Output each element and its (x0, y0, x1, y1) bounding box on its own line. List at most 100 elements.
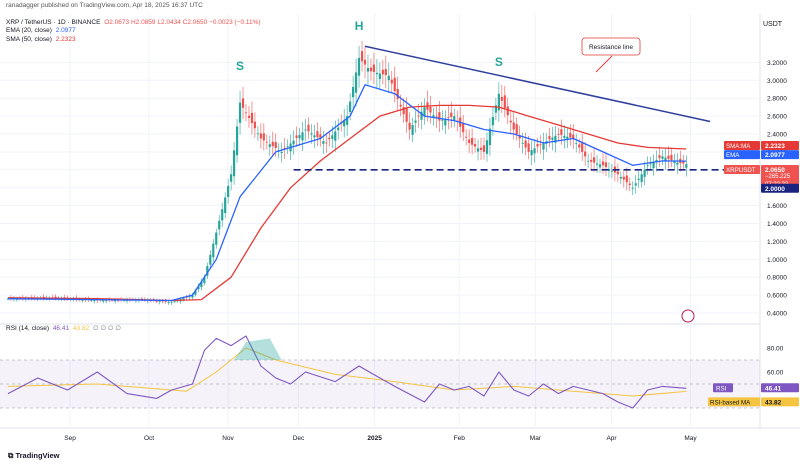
candle-body (375, 72, 378, 75)
moving-averages (7, 45, 760, 302)
candle-body (354, 72, 358, 93)
candle-body (631, 187, 634, 189)
candle-body (652, 161, 655, 169)
rsi-badge-label: RSI (716, 385, 727, 392)
candle-body (551, 137, 554, 140)
time-tick-label: Oct (144, 435, 154, 442)
rsi-label: RSI (14, close) (6, 325, 49, 332)
candle-body (417, 115, 420, 117)
candle-body (369, 67, 373, 72)
candle-body (337, 127, 340, 131)
candle-body (360, 51, 364, 62)
rsi-tick-label: 60.00 (767, 370, 784, 377)
candle-body (566, 136, 569, 140)
candle-body (408, 122, 411, 130)
candle-body (310, 133, 313, 135)
candle-body (268, 144, 271, 148)
candle-body (616, 171, 619, 175)
candle-body (447, 117, 450, 119)
candle-body (420, 111, 423, 120)
price-tick-label: 3.0000 (767, 78, 787, 85)
price-badge-value-bg (761, 164, 799, 190)
rsi-value: 46.41 (52, 325, 70, 332)
price-tick-label: 1.0000 (767, 257, 787, 264)
candle-body (280, 151, 283, 154)
sma-label: SMA (50, close) (6, 36, 52, 43)
candle-body (527, 143, 530, 152)
candle-body (93, 300, 96, 302)
candle-body (334, 131, 337, 141)
resistance-callout-text: Resistance line (589, 44, 633, 51)
candle-body (471, 138, 474, 145)
candle-body (164, 300, 167, 302)
rsi-ma-badge-value-bg (761, 397, 799, 407)
tradingview-logo[interactable]: ⧉ TradingView (8, 451, 60, 461)
candle-body (111, 300, 114, 301)
candle-body (182, 298, 185, 300)
candle-body (560, 129, 563, 135)
sma-badge-value-bg (761, 141, 799, 151)
candle-body (637, 178, 640, 180)
resistance-callout-box (581, 37, 641, 56)
candle-body (283, 147, 286, 150)
candle-body (343, 119, 346, 127)
candle-body (357, 57, 361, 76)
time-tick-label: May (684, 435, 697, 442)
head-label: H (355, 19, 364, 33)
candle-body (676, 162, 679, 165)
candle-body (372, 64, 376, 73)
candle-body (634, 183, 637, 186)
sma-badge-label: SMA:MA (726, 143, 751, 150)
candle-body (468, 139, 471, 143)
symbol-title[interactable]: XRP / TetherUS · 1D · BINANCE (6, 19, 101, 26)
price-tick-label: 1.4000 (767, 221, 787, 228)
candle-body (533, 148, 536, 154)
candle-body (414, 120, 417, 123)
candle-body (194, 290, 197, 295)
candle-body (628, 183, 631, 186)
publish-credit: ranadagger published on TradingView.com,… (6, 2, 203, 9)
candle-body (253, 121, 257, 129)
candle-body (363, 59, 367, 65)
sma-legend[interactable]: SMA (50, close) 2.2323 (6, 36, 76, 44)
candle-body (396, 88, 399, 99)
ema-legend[interactable]: EMA (20, close) 2.0977 (6, 27, 76, 35)
price-tick-label: 0.4000 (767, 311, 787, 318)
currency-label: USDT (763, 21, 783, 28)
rsi-badge-value: 46.41 (765, 385, 782, 392)
candle-body (328, 137, 331, 140)
candle-body (670, 154, 673, 161)
time-tick-label: Apr (606, 435, 617, 442)
rsi-tick-label: 80.00 (767, 346, 784, 353)
candle-body (521, 142, 524, 144)
candle-body (274, 142, 277, 149)
candle-body (384, 69, 387, 76)
symbol-line: XRP / TetherUS · 1D · BINANCE O2.0673 H2… (6, 19, 261, 27)
rsi-overbought-fill (234, 338, 282, 360)
candle-body (405, 108, 408, 122)
candle-body (536, 144, 539, 147)
candle-body (114, 300, 117, 302)
candle-body (54, 296, 57, 299)
tradingview-logo-icon: ⧉ (8, 451, 16, 460)
rsi-band (0, 359, 760, 409)
price-tick-label: 2.8000 (767, 96, 787, 103)
candle-body (218, 220, 221, 230)
ema-line (7, 84, 687, 302)
candle-body (494, 105, 497, 113)
price-tick-label: 1.6000 (767, 203, 787, 210)
candle-body (81, 299, 84, 301)
candle-body (197, 286, 200, 290)
candle-body (557, 133, 560, 135)
candle-body (167, 302, 170, 303)
candle-body (569, 132, 572, 138)
candle-body (307, 124, 310, 132)
rsi-legend[interactable]: RSI (14, close) 46.41 43.82 ∅ ∅ ∅ ∅ (6, 325, 121, 333)
ema-badge-value: 2.0977 (765, 152, 785, 159)
candle-body (185, 296, 188, 298)
rsi-extra: ∅ ∅ ∅ ∅ (93, 325, 122, 332)
resistance-line (364, 45, 711, 123)
candle-body (224, 197, 227, 213)
candle-body (619, 176, 622, 179)
